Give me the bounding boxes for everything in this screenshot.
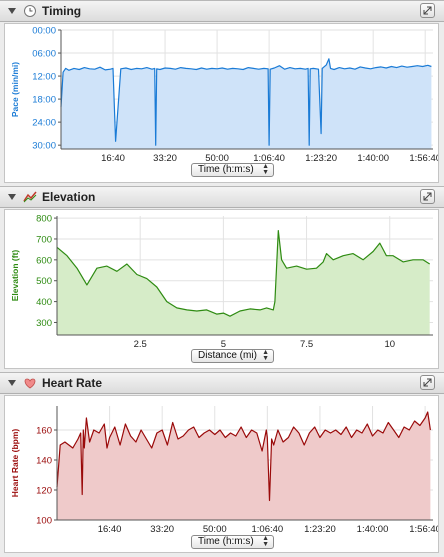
- x-tick-label: 1:40:00: [357, 153, 389, 164]
- clock-icon: [24, 5, 36, 17]
- y-tick-label: 600: [36, 255, 52, 266]
- y-axis-label: Heart Rate (bpm): [10, 429, 20, 498]
- x-tick-label: 7.5: [300, 339, 313, 350]
- timing-panel: Timing 00:00 06:00 12:00 18:00 24:00 30:00 16:…: [0, 0, 444, 183]
- elevation-chart: 300 400 500 600 700 800 2.5 5 7.5 10 Elevation (ft…: [10, 214, 433, 350]
- collapse-triangle-icon[interactable]: [8, 8, 16, 14]
- y-tick-label: 160: [36, 426, 52, 437]
- area-fill: [57, 412, 431, 520]
- area-fill: [57, 230, 430, 335]
- chevron-updown-icon: ▲ ▼: [262, 163, 269, 176]
- heart-rate-panel: Heart Rate 100 120 140 160 16:40 33:20 50:00 1:…: [0, 372, 444, 553]
- x-tick-label: 16:40: [101, 153, 125, 164]
- heart-rate-chart-area: 100 120 140 160 16:40 33:20 50:00 1:06:40 1:23:2…: [4, 395, 441, 553]
- y-tick-label: 06:00: [32, 49, 56, 60]
- elevation-chart-area: 300 400 500 600 700 800 2.5 5 7.5 10 Elevation (ft…: [4, 209, 439, 369]
- y-tick-label: 800: [36, 214, 52, 225]
- x-tick-label: 33:20: [153, 153, 177, 164]
- y-tick-label: 24:00: [32, 118, 56, 129]
- x-tick-label: 2.5: [134, 339, 147, 350]
- area-fill: [61, 58, 432, 149]
- x-axis-selector[interactable]: Distance (mi) ▲ ▼: [191, 349, 274, 363]
- timing-panel-header[interactable]: Timing: [0, 0, 444, 22]
- x-tick-label: 1:23:20: [304, 524, 336, 535]
- expand-icon[interactable]: [420, 3, 435, 18]
- elevation-panel-header[interactable]: Elevation: [0, 186, 444, 208]
- x-axis-selector-label: Time (h:m:s): [198, 164, 254, 175]
- x-tick-label: 1:56:40: [409, 524, 438, 535]
- x-axis-selector[interactable]: Time (h:m:s) ▲ ▼: [191, 163, 274, 177]
- y-tick-label: 00:00: [32, 26, 56, 37]
- x-tick-label: 1:06:40: [253, 153, 285, 164]
- y-tick-label: 140: [36, 456, 52, 467]
- elevation-panel: Elevation 300 400 500 600 700 800 2.5 5 7.5 10 Ele…: [0, 186, 444, 369]
- y-tick-label: 300: [36, 318, 52, 329]
- y-axis-label: Pace (min/mi): [10, 62, 20, 117]
- heart-icon: [24, 378, 36, 389]
- expand-icon[interactable]: [420, 375, 435, 390]
- y-tick-label: 120: [36, 486, 52, 497]
- panel-title: Elevation: [42, 190, 96, 204]
- y-tick-label: 400: [36, 297, 52, 308]
- elevation-icon: [23, 191, 37, 203]
- x-tick-label: 10: [384, 339, 395, 350]
- x-tick-label: 50:00: [205, 153, 229, 164]
- y-tick-label: 30:00: [32, 141, 56, 152]
- x-axis-selector-label: Distance (mi): [198, 350, 257, 361]
- y-tick-label: 500: [36, 276, 52, 287]
- x-tick-label: 1:40:00: [357, 524, 389, 535]
- panel-title: Timing: [42, 4, 82, 18]
- y-tick-label: 700: [36, 234, 52, 245]
- x-tick-label: 1:23:20: [305, 153, 337, 164]
- x-tick-label: 1:06:40: [251, 524, 283, 535]
- series-line: [56, 411, 431, 502]
- x-tick-label: 1:56:40: [409, 153, 438, 164]
- series-line: [60, 58, 432, 146]
- y-axis-label: Elevation (ft): [10, 250, 20, 302]
- chevron-updown-icon: ▲ ▼: [262, 535, 269, 548]
- x-axis-selector[interactable]: Time (h:m:s) ▲ ▼: [191, 535, 274, 549]
- collapse-triangle-icon[interactable]: [8, 194, 16, 200]
- timing-chart-area: 00:00 06:00 12:00 18:00 24:00 30:00 16:40 33:20…: [4, 23, 441, 183]
- x-axis-selector-label: Time (h:m:s): [198, 536, 254, 547]
- x-tick-label: 5: [221, 339, 226, 350]
- series-line: [56, 230, 431, 317]
- chevron-updown-icon: ▲ ▼: [262, 349, 269, 362]
- expand-icon[interactable]: [420, 189, 435, 204]
- heart-rate-panel-header[interactable]: Heart Rate: [0, 372, 444, 394]
- collapse-triangle-icon[interactable]: [8, 380, 16, 386]
- x-tick-label: 33:20: [150, 524, 174, 535]
- heart-rate-chart: 100 120 140 160 16:40 33:20 50:00 1:06:40 1:23:2…: [10, 406, 441, 535]
- y-tick-label: 18:00: [32, 95, 56, 106]
- pace-chart: 00:00 06:00 12:00 18:00 24:00 30:00 16:40 33:20…: [10, 26, 441, 165]
- y-tick-label: 100: [36, 516, 52, 527]
- x-tick-label: 50:00: [203, 524, 227, 535]
- x-tick-label: 16:40: [98, 524, 122, 535]
- y-tick-label: 12:00: [32, 72, 56, 83]
- panel-title: Heart Rate: [42, 376, 103, 390]
